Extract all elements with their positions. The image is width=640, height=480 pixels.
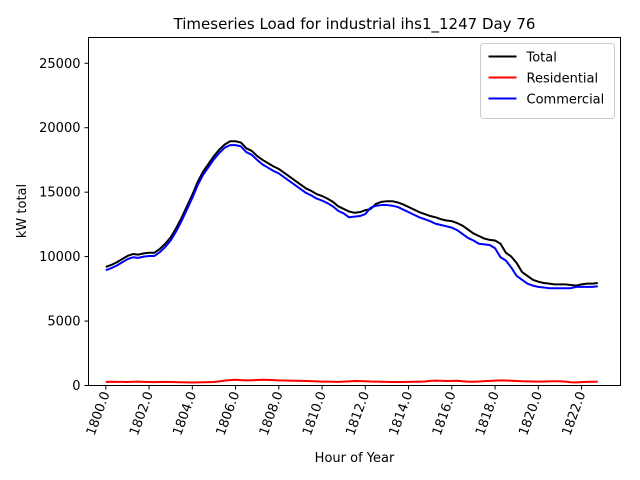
- legend-label-residential: Residential: [527, 72, 599, 87]
- x-axis: 1800.0 1802.0 1804.0 1806.0 1808.0 1810.0 1812…: [84, 385, 590, 438]
- x-tick-label: 1814.0: [387, 390, 417, 438]
- y-tick-label: 5000: [47, 315, 80, 330]
- x-tick-label: 1808.0: [257, 390, 287, 438]
- x-tick-label: 1820.0: [516, 390, 546, 438]
- x-axis-label: Hour of Year: [315, 451, 395, 466]
- x-tick-label: 1822.0: [560, 390, 590, 438]
- y-tick-label: 10000: [39, 250, 80, 265]
- legend-label-total: Total: [526, 51, 557, 66]
- y-axis: 0 5000 10000 15000 20000 25000: [39, 57, 89, 394]
- x-tick-label: 1812.0: [343, 390, 373, 438]
- legend-box: [480, 43, 615, 119]
- x-tick-label: 1800.0: [84, 390, 114, 438]
- legend: Total Residential Commercial: [480, 43, 615, 119]
- plot-area: [105, 140, 598, 384]
- y-tick-label: 25000: [39, 57, 80, 72]
- series-line-residential: [105, 378, 598, 384]
- series-line-total: [105, 140, 598, 287]
- legend-label-commercial: Commercial: [527, 93, 605, 108]
- series-line-commercial: [105, 144, 598, 290]
- chart-title: Timeseries Load for industrial ihs1_1247…: [173, 15, 536, 34]
- axes-frame: [88, 37, 621, 386]
- x-tick-label: 1810.0: [300, 390, 330, 438]
- x-tick-label: 1804.0: [170, 390, 200, 438]
- x-tick-label: 1818.0: [473, 390, 503, 438]
- x-tick-label: 1816.0: [430, 390, 460, 438]
- x-tick-label: 1802.0: [127, 390, 157, 438]
- x-tick-label: 1806.0: [214, 390, 244, 438]
- y-tick-label: 0: [72, 379, 80, 394]
- y-tick-label: 20000: [39, 121, 80, 136]
- y-axis-label: kW total: [15, 184, 30, 238]
- y-tick-label: 15000: [39, 186, 80, 201]
